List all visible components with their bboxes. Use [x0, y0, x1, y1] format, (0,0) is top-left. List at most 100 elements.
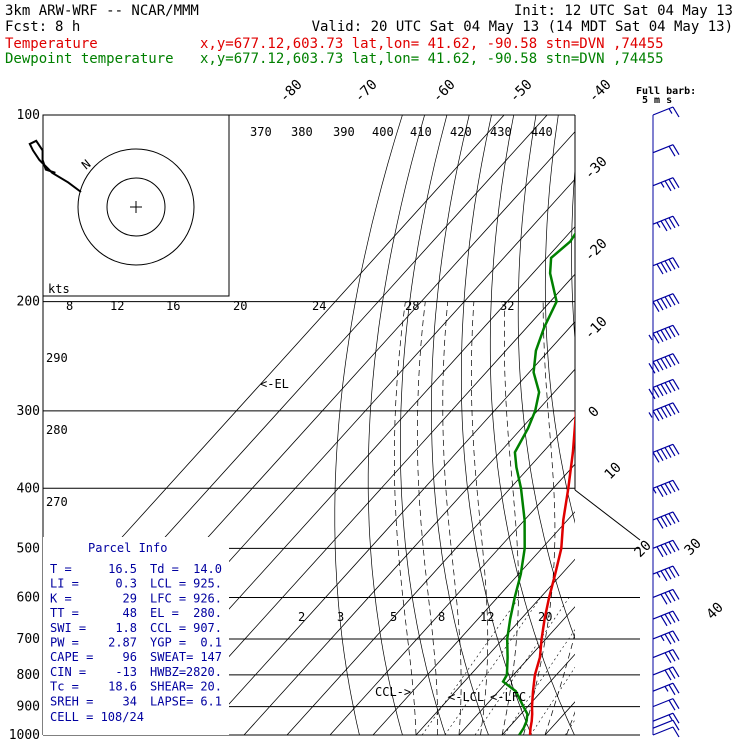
wind-barb-flag [664, 356, 672, 368]
wind-barb-shaft [652, 588, 674, 599]
wind-barb-shaft [652, 144, 674, 154]
wind-barb-flag [672, 479, 680, 491]
isotherm-line [372, 511, 575, 735]
theta-label-390: 390 [333, 125, 355, 139]
wind-barb-flag [664, 382, 672, 393]
wind-barb-850 [652, 682, 680, 696]
wind-barb-flag [664, 633, 672, 645]
wind-barb-flag [660, 448, 668, 460]
wind-barb-flag [664, 592, 672, 603]
pressure-label-200: 200 [17, 295, 40, 310]
isotherm-line [200, 321, 575, 735]
wind-barb-shaft [652, 293, 674, 303]
pressure-label-300: 300 [17, 404, 40, 419]
parcel-info-box: Parcel Info T = 16.5 Td = 14.0 LI = 0.3 LCL = 9… [43, 537, 229, 735]
parcel-value-right: 907. [193, 621, 222, 635]
wind-barb-half-flag [656, 222, 661, 228]
parcel-key-right: LFC = [150, 591, 186, 605]
parcel-key-right: Td = [150, 562, 179, 576]
wind-barb-half-flag [660, 635, 665, 642]
wind-barb-shaft [652, 682, 674, 692]
moist-adiabat [631, 302, 740, 735]
wind-barb-shaft [652, 443, 674, 453]
isotherm-label-20: 20 [632, 538, 655, 561]
parcel-key-right: LAPSE= [150, 694, 193, 708]
parcel-value-left: 1.8 [115, 621, 137, 635]
wind-barb-flag [652, 333, 660, 344]
moist-adiabat [566, 711, 575, 735]
wind-barb-flag [656, 450, 664, 462]
dry-adiabat [489, 115, 575, 735]
wind-barb-flag [668, 380, 676, 392]
isotherm-label--60: -60 [430, 77, 459, 106]
mixing-ratio-label-3: 3 [337, 610, 344, 624]
parcel-key-right: YGP = [150, 636, 186, 650]
wind-barb-shaft [652, 698, 674, 708]
parcel-key-right: LCL = [150, 577, 186, 591]
parcel-value-left: 18.6 [108, 680, 137, 694]
wind-barb-shaft [652, 539, 674, 549]
dry-adiabat [622, 115, 740, 735]
temperature-info-line: x,y=677.12,603.73 lat,lon= 41.62, -90.58… [200, 36, 664, 52]
wind-barb-flag [668, 590, 676, 602]
theta-label-410: 410 [410, 125, 432, 139]
wind-barb-975 [652, 719, 680, 731]
wind-barb-shaft [652, 353, 674, 363]
init-time: Init: 12 UTC Sat 04 May 13 [514, 3, 733, 19]
pressure-label-100: 100 [17, 108, 40, 123]
wind-barb-flag [656, 518, 664, 529]
parcel-key-left: CIN = [50, 665, 86, 679]
wind-barb-flag [664, 296, 672, 308]
parcel-key-left: LI = [50, 577, 79, 591]
isotherm-label--50: -50 [507, 77, 536, 106]
dry-adiabat [646, 115, 740, 735]
isotherm-line [588, 115, 740, 735]
wind-barb-shaft [652, 726, 674, 736]
wind-barb-500 [652, 539, 680, 558]
hodograph-tick-12: 12 [110, 299, 124, 313]
parcel-key-left: K = [50, 591, 72, 605]
parcel-key-right: HWBZ= [150, 665, 186, 679]
parcel-value-left: 16.5 [108, 562, 137, 576]
wind-barb-flag [660, 484, 668, 496]
pressure-label-900: 900 [17, 700, 40, 715]
model-title: 3km ARW-WRF -- NCAR/MMM [5, 3, 199, 19]
mixing-ratio-label-8: 8 [438, 610, 445, 624]
wind-barb-100 [652, 106, 680, 118]
wind-barb-shaft [652, 666, 674, 676]
wind-barb-225 [648, 324, 680, 344]
wind-barb-450 [652, 511, 680, 529]
isotherm-label-0: 0 [586, 404, 603, 421]
isotherm-label-10: 10 [602, 460, 625, 483]
wind-barb-flag [672, 610, 680, 622]
wind-barb-400 [652, 479, 680, 497]
wind-barb-flag [672, 379, 680, 390]
wind-barb-flag [672, 257, 680, 268]
isotherm-line [329, 463, 575, 735]
mixing-ratio-label-12: 12 [480, 610, 494, 624]
theta-label-370: 370 [250, 125, 272, 139]
theta-side-label-290: 290 [46, 351, 68, 365]
pressure-label-400: 400 [17, 481, 40, 496]
wind-barb-700 [652, 630, 680, 645]
isotherm-label--70: -70 [352, 77, 381, 106]
wind-barb-flag [672, 353, 680, 365]
parcel-value-right: 0.1 [200, 636, 222, 650]
forecast-hours: 8 h [55, 19, 80, 35]
moist-adiabat [501, 301, 519, 735]
wind-barb-shaft [652, 648, 674, 659]
lcl-marker: <-LCL [448, 690, 484, 704]
parcel-key-left: T = [50, 562, 72, 576]
wind-barbs [648, 106, 680, 738]
parcel-key-right: CCL = [150, 621, 186, 635]
dewpoint-legend: Dewpoint temperature [5, 51, 174, 67]
wind-barb-flag [656, 546, 664, 558]
wind-barb-flag [672, 712, 680, 724]
wind-barb-flag [668, 513, 676, 524]
theta-label-380: 380 [291, 125, 313, 139]
isotherm-label-40: 40 [704, 600, 727, 623]
wind-barb-flag [668, 612, 676, 623]
wind-barb-1000 [652, 726, 680, 738]
wind-barb-flag [660, 383, 668, 395]
